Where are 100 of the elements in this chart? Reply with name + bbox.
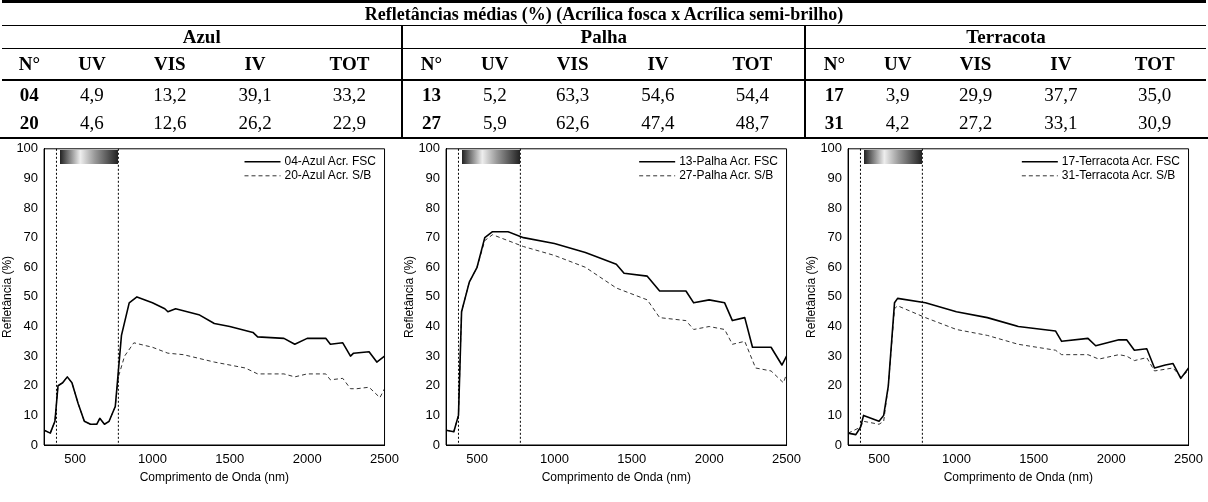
y-axis-title: Refletância (%): [0, 255, 14, 338]
x-tick-label: 1500: [215, 451, 245, 467]
y-tick-label: 70: [23, 229, 39, 245]
text: 5,9: [481, 111, 508, 135]
x-axis-title: Comprimento de Onda (nm): [943, 470, 1094, 485]
y-tick-label: 90: [827, 170, 843, 185]
x-tick-label: 500: [868, 451, 890, 467]
text: IV: [615, 48, 701, 80]
y-tick-label: 60: [827, 258, 843, 274]
x-tick-label: 2500: [1174, 451, 1203, 467]
legend-label: 17-Terracota Acr. FSC: [1061, 154, 1181, 169]
y-tick-label: 100: [16, 140, 39, 156]
text: 3,9: [884, 83, 911, 107]
x-tick-label: 1500: [1019, 451, 1049, 467]
text: 29,9: [957, 83, 994, 107]
x-tick-label: 2500: [370, 451, 399, 467]
legend-label: 20-Azul Acr. S/B: [284, 168, 372, 183]
y-tick-label: 60: [23, 258, 39, 274]
legend-label: 31-Terracota Acr. S/B: [1061, 168, 1176, 183]
x-tick-label: 2000: [1096, 451, 1126, 467]
y-tick-label: 70: [425, 229, 441, 245]
y-tick-label: 20: [827, 377, 843, 393]
y-tick-label: 30: [23, 347, 39, 363]
x-axis-title: Comprimento de Onda (nm): [541, 470, 692, 485]
text: 04: [18, 83, 40, 107]
y-tick-label: 80: [23, 199, 39, 215]
text: 35,0: [1137, 83, 1173, 107]
text: 4,2: [884, 111, 911, 135]
text: 26,2: [237, 111, 273, 135]
x-tick-label: 1000: [539, 451, 569, 467]
y-tick-label: 0: [432, 436, 441, 452]
y-tick-label: 100: [418, 140, 441, 156]
text: 4,9: [79, 83, 105, 107]
text: 13,2: [152, 83, 188, 107]
text: 22,9: [331, 111, 368, 135]
x-tick-label: 1500: [617, 451, 647, 467]
text: UV: [459, 48, 531, 80]
text: TOT: [297, 48, 403, 80]
text: Refletâncias médias (%) (Acrílica fosca x Acrílica semi-brilho): [2, 1, 1206, 26]
text: TOT: [1103, 48, 1206, 80]
y-tick-label: 60: [425, 258, 441, 274]
y-tick-label: 80: [827, 199, 843, 215]
text: 54,4: [734, 83, 770, 107]
text: 62,6: [555, 111, 591, 135]
y-tick-label: 90: [425, 170, 441, 185]
text: 47,4: [640, 111, 676, 135]
x-tick-label: 1000: [941, 451, 971, 467]
text: 13: [402, 80, 460, 109]
y-tick-label: 80: [425, 199, 441, 215]
y-tick-label: 100: [820, 140, 843, 156]
y-tick-label: 30: [425, 347, 441, 363]
text: 39,1: [237, 83, 273, 107]
x-tick-label: 2500: [772, 451, 801, 467]
y-tick-label: 10: [827, 406, 843, 422]
text: N°: [2, 48, 57, 80]
x-tick-label: 500: [64, 451, 86, 467]
text: 27: [402, 109, 460, 137]
text: 12,6: [152, 111, 188, 135]
y-tick-label: 20: [425, 377, 441, 393]
y-tick-label: 40: [23, 318, 39, 334]
text: Terracota: [805, 25, 1206, 49]
text: Palha: [402, 25, 806, 49]
text: 17: [805, 80, 863, 109]
text: 48,7: [734, 111, 770, 135]
y-tick-label: 20: [23, 377, 39, 393]
y-tick-label: 50: [425, 288, 441, 304]
text: 54,6: [640, 83, 676, 107]
text: VIS: [932, 48, 1019, 80]
text: 4,6: [79, 111, 105, 135]
text: VIS: [127, 48, 213, 80]
y-axis-title: Refletância (%): [803, 255, 818, 338]
y-axis-title: Refletância (%): [401, 255, 416, 338]
legend-label: 13-Palha Acr. FSC: [679, 154, 779, 169]
text: UV: [862, 48, 933, 80]
text: IV: [1018, 48, 1104, 80]
x-tick-label: 2000: [292, 451, 322, 467]
x-tick-label: 500: [466, 451, 488, 467]
text: 31: [805, 109, 863, 137]
text: 33,1: [1043, 111, 1079, 135]
y-tick-label: 10: [425, 406, 441, 422]
x-axis-title: Comprimento de Onda (nm): [139, 470, 290, 485]
text: 63,3: [555, 83, 591, 107]
text: 37,7: [1043, 83, 1079, 107]
y-tick-label: 30: [827, 347, 843, 363]
y-tick-label: 0: [834, 436, 843, 452]
y-tick-label: 0: [30, 436, 39, 452]
text: 33,2: [331, 83, 368, 107]
text: Azul: [2, 25, 403, 49]
legend-label: 04-Azul Acr. FSC: [284, 154, 377, 169]
text: TOT: [700, 48, 806, 80]
text: N°: [402, 48, 460, 80]
text: 27,2: [957, 111, 994, 135]
y-tick-label: 50: [827, 288, 843, 304]
text: IV: [212, 48, 298, 80]
y-tick-label: 50: [23, 288, 39, 304]
x-tick-label: 1000: [137, 451, 167, 467]
y-tick-label: 40: [827, 318, 843, 334]
y-tick-label: 90: [23, 170, 39, 185]
text: 5,2: [481, 83, 508, 107]
legend-label: 27-Palha Acr. S/B: [679, 168, 774, 183]
